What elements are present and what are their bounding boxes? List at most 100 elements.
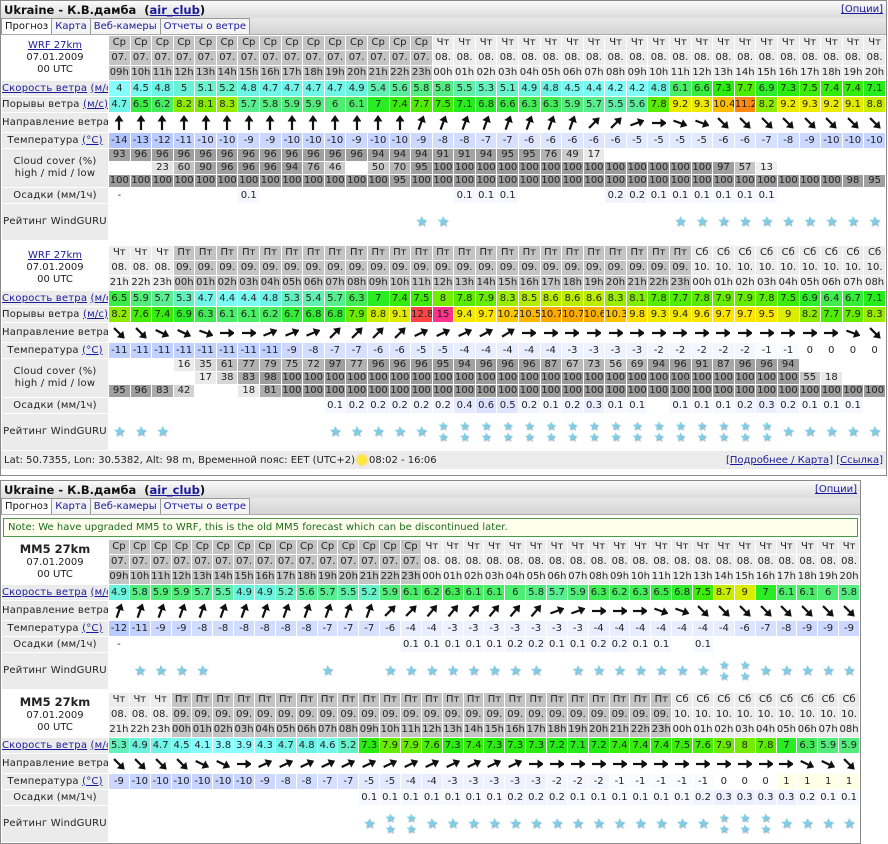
permalink-link[interactable]: [Ссылка] bbox=[836, 454, 883, 466]
tab-wind-reports[interactable]: Отчеты о ветре bbox=[159, 498, 250, 514]
temp-unit-link[interactable]: (°C) bbox=[82, 134, 103, 146]
header-hour: 18h bbox=[562, 276, 583, 290]
wind-gust-cell: 9.3 bbox=[648, 307, 670, 322]
cloud-low-cell: 100 bbox=[497, 175, 518, 187]
wind-direction-arrow-icon bbox=[821, 323, 842, 342]
wind-speed-link[interactable]: Скорость ветра bbox=[2, 292, 88, 304]
precipitation-cell bbox=[213, 637, 234, 652]
cloud-mid-cell bbox=[130, 372, 152, 384]
temperature-cell: 0 bbox=[734, 774, 755, 789]
header-day: Чт bbox=[672, 540, 693, 554]
rating-star-icon: ★ bbox=[592, 662, 605, 679]
cloud-low-cell: 100 bbox=[432, 385, 454, 397]
rating-cell bbox=[213, 806, 233, 842]
wind-speed-cell: 6.3 bbox=[588, 585, 609, 600]
wind-speed-link[interactable]: Скорость ветра bbox=[2, 586, 88, 598]
options-link[interactable]: [Опции] bbox=[814, 484, 857, 495]
temperature-cell: -3 bbox=[562, 343, 583, 358]
club-link[interactable]: air_club bbox=[149, 2, 200, 17]
header-date: 08. bbox=[526, 555, 547, 569]
rating-cell: ★ bbox=[433, 204, 454, 240]
header-hour: 05h bbox=[540, 66, 562, 80]
wind-direction-arrow-icon bbox=[843, 323, 864, 342]
wind-speed-link[interactable]: Скорость ветра bbox=[2, 739, 88, 751]
header-hour: 13h bbox=[442, 723, 463, 737]
model-link[interactable]: WRF 27km bbox=[27, 250, 83, 261]
header-date: 07. bbox=[173, 51, 195, 65]
rating-star-icon: ★ bbox=[801, 662, 814, 679]
wind-speed-cell: 5.9 bbox=[818, 738, 839, 753]
club-link[interactable]: air_club bbox=[149, 482, 200, 497]
header-date: 10. bbox=[713, 708, 734, 722]
cloud-mid-cell: 100 bbox=[562, 162, 583, 174]
header-day: Ср bbox=[173, 36, 195, 50]
rating-cell: ★ bbox=[778, 414, 799, 450]
header-day: Пт bbox=[484, 693, 505, 707]
tab-forecast[interactable]: Прогноз bbox=[1, 498, 53, 514]
wind-speed-cell: 5.2 bbox=[216, 81, 238, 96]
unit-link[interactable]: (м/с) bbox=[90, 82, 108, 94]
windguru-rating-label: Рейтинг WindGURU bbox=[2, 806, 108, 842]
temp-unit-link[interactable]: (°C) bbox=[82, 775, 103, 787]
header-day: Пт bbox=[380, 693, 401, 707]
wind-direction-arrow-icon bbox=[839, 754, 859, 773]
rating-cell bbox=[454, 204, 475, 240]
wind-speed-cell: 5.8 bbox=[129, 585, 150, 600]
header-hour: 12h bbox=[421, 723, 442, 737]
header-date: 09. bbox=[238, 261, 260, 275]
header-date: 10. bbox=[734, 708, 755, 722]
unit-link[interactable]: (м/с) bbox=[90, 586, 108, 598]
cloud-high-cell: 56 bbox=[605, 359, 626, 371]
tab-webcams[interactable]: Веб-камеры bbox=[89, 18, 161, 34]
header-hour: 12h bbox=[171, 570, 192, 584]
temperature-cell: -2 bbox=[648, 343, 670, 358]
model-link[interactable]: WRF 27km bbox=[27, 40, 83, 51]
header-day: Пт bbox=[171, 693, 192, 707]
cloud-high-cell: 95 bbox=[518, 149, 540, 161]
temp-unit-link[interactable]: (°C) bbox=[82, 622, 103, 634]
cloud-high-cell: 73 bbox=[583, 359, 605, 371]
unit-link[interactable]: (м/с) bbox=[83, 98, 108, 110]
wind-speed-cell: 4.5 bbox=[171, 738, 192, 753]
tab-forecast[interactable]: Прогноз bbox=[1, 18, 53, 34]
wind-speed-cell: 7.7 bbox=[734, 81, 756, 96]
wind-speed-cell: 6.1 bbox=[797, 585, 818, 600]
forecast-widget-wrf: Ukraine - К.В.дамба (air_club) [Опции] П… bbox=[0, 0, 887, 476]
wind-gust-cell: 8.2 bbox=[173, 97, 195, 112]
tab-map[interactable]: Карта bbox=[51, 498, 91, 514]
header-date: 09. bbox=[296, 708, 317, 722]
tab-map[interactable]: Карта bbox=[51, 18, 91, 34]
wind-speed-cell: 8.6 bbox=[583, 291, 605, 306]
header-day: Пт bbox=[588, 693, 609, 707]
tab-wind-reports[interactable]: Отчеты о ветре bbox=[159, 18, 250, 34]
header-day: Пт bbox=[255, 693, 275, 707]
precipitation-cell: 0.1 bbox=[842, 398, 864, 413]
wind-speed-cell: 6.5 bbox=[109, 291, 130, 306]
unit-link[interactable]: (м/с) bbox=[83, 308, 108, 320]
details-map-link[interactable]: [Подробнее / Карта] bbox=[725, 454, 834, 466]
wind-speed-cell: 5.3 bbox=[475, 81, 497, 96]
header-hour: 21h bbox=[109, 723, 129, 737]
rating-cell: ★ ★ bbox=[735, 414, 756, 450]
options-link[interactable]: [Опции] bbox=[840, 4, 883, 15]
temp-unit-link[interactable]: (°C) bbox=[82, 344, 103, 356]
header-hour: 10h bbox=[130, 66, 152, 80]
cloud-mid-cell: 57 bbox=[734, 162, 756, 174]
unit-link[interactable]: (м/с) bbox=[90, 292, 108, 304]
header-hour: 20h bbox=[338, 570, 359, 584]
header-date: 09. bbox=[670, 261, 691, 275]
cloud-high-cell: 94 bbox=[777, 359, 799, 371]
rating-cell bbox=[217, 414, 238, 450]
header-hour: 08h bbox=[346, 276, 367, 290]
wind-speed-cell: 5.7 bbox=[547, 585, 567, 600]
wind-speed-link[interactable]: Скорость ветра bbox=[2, 82, 88, 94]
wind-speed-cell: 6.1 bbox=[463, 585, 484, 600]
tab-webcams[interactable]: Веб-камеры bbox=[89, 498, 161, 514]
header-day: Пт bbox=[432, 246, 454, 260]
precipitation-cell: 0.2 bbox=[777, 398, 799, 413]
wind-speed-cell: 6.3 bbox=[442, 585, 463, 600]
wind-direction-arrow-icon bbox=[693, 601, 713, 620]
wind-speed-cell: 4.9 bbox=[234, 585, 255, 600]
cloud-mid-cell: 100 bbox=[605, 162, 626, 174]
unit-link[interactable]: (м/с) bbox=[90, 739, 108, 751]
